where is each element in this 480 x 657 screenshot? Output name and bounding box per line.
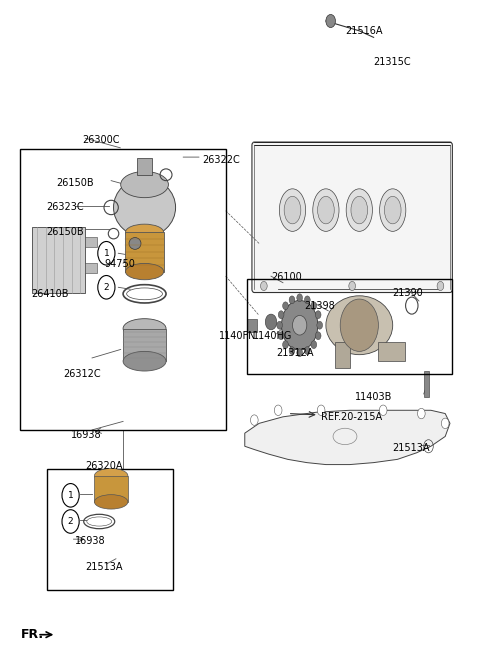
Text: 21513A: 21513A — [393, 443, 430, 453]
Circle shape — [379, 405, 387, 415]
Bar — [378, 342, 405, 361]
Polygon shape — [245, 410, 450, 464]
Circle shape — [315, 311, 321, 319]
Bar — [33, 227, 85, 292]
Circle shape — [317, 405, 325, 415]
Text: 26300C: 26300C — [83, 135, 120, 145]
Text: 26323C: 26323C — [46, 202, 84, 212]
Circle shape — [349, 281, 356, 290]
Circle shape — [283, 302, 288, 309]
Circle shape — [315, 332, 321, 340]
Circle shape — [251, 415, 258, 425]
Bar — [95, 476, 128, 502]
Text: 21390: 21390 — [393, 288, 423, 298]
Ellipse shape — [384, 196, 401, 224]
Ellipse shape — [114, 178, 176, 237]
Circle shape — [304, 347, 310, 355]
Text: 1: 1 — [68, 491, 73, 500]
Ellipse shape — [129, 238, 141, 250]
Bar — [336, 342, 350, 368]
Circle shape — [317, 321, 323, 329]
Ellipse shape — [120, 171, 168, 198]
Text: 2: 2 — [104, 283, 109, 292]
Circle shape — [311, 302, 317, 309]
Circle shape — [261, 281, 267, 290]
Ellipse shape — [284, 196, 301, 224]
Ellipse shape — [87, 517, 112, 526]
Circle shape — [437, 281, 444, 290]
Circle shape — [304, 296, 310, 304]
Ellipse shape — [95, 468, 128, 483]
Text: 21513A: 21513A — [85, 562, 122, 572]
Ellipse shape — [127, 288, 162, 300]
Text: 1140HG: 1140HG — [253, 331, 292, 342]
Text: 26150B: 26150B — [56, 178, 94, 189]
Circle shape — [418, 408, 425, 419]
Text: 26322C: 26322C — [202, 154, 240, 165]
Circle shape — [297, 294, 302, 302]
Circle shape — [442, 418, 449, 428]
Text: 16938: 16938 — [71, 430, 101, 440]
Circle shape — [326, 14, 336, 28]
Circle shape — [283, 341, 288, 349]
Bar — [85, 263, 97, 273]
Text: 2: 2 — [68, 517, 73, 526]
Ellipse shape — [95, 495, 128, 509]
Circle shape — [340, 299, 378, 351]
Text: 26100: 26100 — [271, 273, 302, 283]
Text: 26320A: 26320A — [85, 461, 123, 471]
Circle shape — [289, 347, 295, 355]
Bar — [123, 328, 166, 361]
Ellipse shape — [123, 351, 166, 371]
Text: 26150B: 26150B — [46, 227, 84, 237]
Bar — [424, 371, 430, 397]
Circle shape — [265, 314, 277, 330]
Text: 1140FN: 1140FN — [218, 331, 256, 342]
Ellipse shape — [380, 189, 406, 231]
Text: 26312C: 26312C — [63, 369, 101, 379]
Text: 21516A: 21516A — [345, 26, 383, 36]
Circle shape — [289, 296, 295, 304]
Ellipse shape — [318, 196, 334, 224]
Circle shape — [277, 321, 282, 329]
Ellipse shape — [351, 196, 368, 224]
Circle shape — [297, 349, 302, 357]
Circle shape — [278, 311, 284, 319]
Circle shape — [292, 315, 307, 335]
Text: 21398: 21398 — [304, 301, 335, 311]
Circle shape — [275, 405, 282, 415]
Text: 26410B: 26410B — [32, 290, 69, 300]
Circle shape — [278, 332, 284, 340]
Text: 16938: 16938 — [75, 536, 106, 546]
Text: 21315C: 21315C — [373, 57, 411, 66]
Bar — [47, 469, 173, 590]
FancyBboxPatch shape — [252, 142, 452, 292]
Ellipse shape — [346, 189, 372, 231]
Ellipse shape — [279, 189, 306, 231]
Circle shape — [281, 300, 318, 350]
Text: FR.: FR. — [21, 628, 44, 641]
Bar — [21, 148, 226, 430]
Ellipse shape — [123, 319, 166, 338]
Bar — [125, 233, 164, 271]
Text: REF.20-215A: REF.20-215A — [321, 412, 382, 422]
Ellipse shape — [313, 189, 339, 231]
Ellipse shape — [125, 224, 164, 240]
Text: 11403B: 11403B — [355, 392, 392, 402]
Circle shape — [311, 341, 317, 349]
Bar — [247, 319, 257, 332]
Text: 21312A: 21312A — [276, 348, 313, 358]
Text: 1: 1 — [104, 249, 109, 258]
Bar — [137, 158, 152, 175]
Bar — [247, 279, 452, 374]
Bar — [85, 237, 97, 247]
Text: 94750: 94750 — [104, 260, 135, 269]
Ellipse shape — [326, 296, 393, 355]
Ellipse shape — [125, 263, 164, 280]
